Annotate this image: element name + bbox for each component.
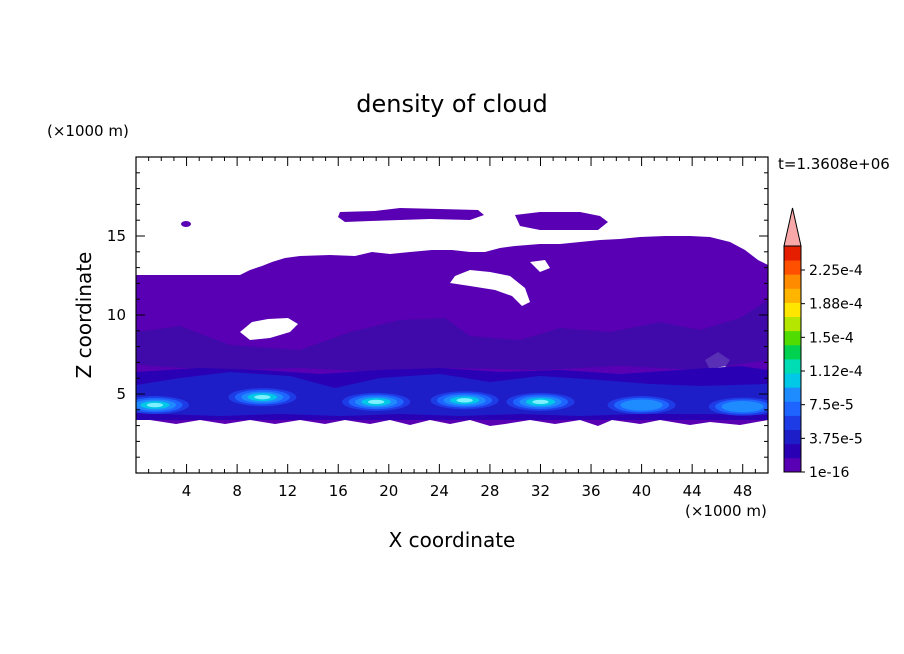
cloud-region-upper-left bbox=[338, 208, 484, 222]
colorbar-label: 3.75e-5 bbox=[809, 431, 863, 447]
y-axis: 5 10 15 bbox=[107, 172, 768, 458]
dense-core-5-ring-2 bbox=[620, 399, 663, 411]
x-tick-label: 40 bbox=[632, 482, 651, 500]
colorbar-label: 1.12e-4 bbox=[809, 364, 863, 380]
time-label: t=1.3608e+06 bbox=[778, 155, 890, 173]
chart-title: density of cloud bbox=[356, 90, 547, 118]
dense-cores bbox=[136, 388, 768, 416]
colorbar-band bbox=[784, 429, 801, 445]
colorbar-band bbox=[784, 316, 801, 332]
dense-core-4-ring-4 bbox=[532, 399, 549, 405]
dense-core-0-ring-4 bbox=[146, 402, 164, 408]
colorbar-band bbox=[784, 288, 801, 303]
colorbar: 2.25e-4 1.88e-4 1.5e-4 1.12e-4 7.5e-5 3.75e-5… bbox=[783, 207, 863, 481]
x-tick-label: 24 bbox=[430, 482, 449, 500]
colorbar-band bbox=[784, 260, 801, 275]
x-tick-label: 12 bbox=[278, 482, 297, 500]
y-tick-label: 5 bbox=[116, 385, 126, 403]
y-tick-label: 15 bbox=[107, 227, 126, 245]
x-tick-label: 4 bbox=[182, 482, 192, 500]
colorbar-extend-arrow bbox=[783, 207, 802, 247]
colorbar-label: 2.25e-4 bbox=[809, 263, 863, 279]
colorbar-label: 1.5e-4 bbox=[809, 330, 854, 346]
cloud-band-dark bbox=[136, 300, 768, 372]
colorbar-band bbox=[784, 330, 801, 346]
x-tick-label: 8 bbox=[232, 482, 242, 500]
colorbar-band bbox=[784, 302, 801, 318]
colorbar-label: 1.88e-4 bbox=[809, 297, 863, 313]
y-unit-label: (×1000 m) bbox=[47, 122, 129, 140]
colorbar-band bbox=[784, 443, 801, 459]
colorbar-band bbox=[784, 415, 801, 431]
colorbar-band bbox=[784, 401, 801, 416]
x-unit-label: (×1000 m) bbox=[685, 502, 767, 520]
x-tick-label: 36 bbox=[581, 482, 600, 500]
clear-hole-middle bbox=[450, 270, 530, 306]
colorbar-band bbox=[784, 344, 801, 360]
colorbar-band bbox=[784, 246, 801, 261]
colorbar-band bbox=[784, 274, 801, 289]
x-axis-title: X coordinate bbox=[389, 528, 516, 552]
cloud-region-upper-right bbox=[515, 212, 608, 230]
x-tick-label: 32 bbox=[531, 482, 550, 500]
dense-core-6-ring-2 bbox=[721, 401, 764, 413]
x-tick-label: 44 bbox=[683, 482, 702, 500]
dense-core-3-ring-4 bbox=[456, 398, 473, 403]
y-tick-label: 10 bbox=[107, 306, 126, 324]
colorbar-label: 1e-16 bbox=[809, 465, 849, 481]
colorbar-band bbox=[784, 387, 801, 402]
y-axis-title: Z coordinate bbox=[72, 252, 96, 379]
x-tick-label: 48 bbox=[733, 482, 752, 500]
x-tick-label: 20 bbox=[379, 482, 398, 500]
colorbar-band bbox=[784, 373, 801, 388]
dense-core-2-ring-4 bbox=[368, 399, 385, 405]
clear-hole-small bbox=[530, 260, 550, 272]
dense-core-1-ring-4 bbox=[254, 395, 271, 400]
x-axis: 4 8 12 16 20 24 28 32 36 40 44 48 bbox=[148, 157, 756, 500]
clear-hole-left bbox=[240, 318, 298, 340]
x-tick-label: 16 bbox=[329, 482, 348, 500]
colorbar-band bbox=[784, 457, 801, 473]
colorbar-band bbox=[784, 359, 801, 374]
cloud-region-small bbox=[181, 221, 191, 227]
colorbar-label: 7.5e-5 bbox=[809, 398, 854, 414]
x-tick-label: 28 bbox=[480, 482, 499, 500]
